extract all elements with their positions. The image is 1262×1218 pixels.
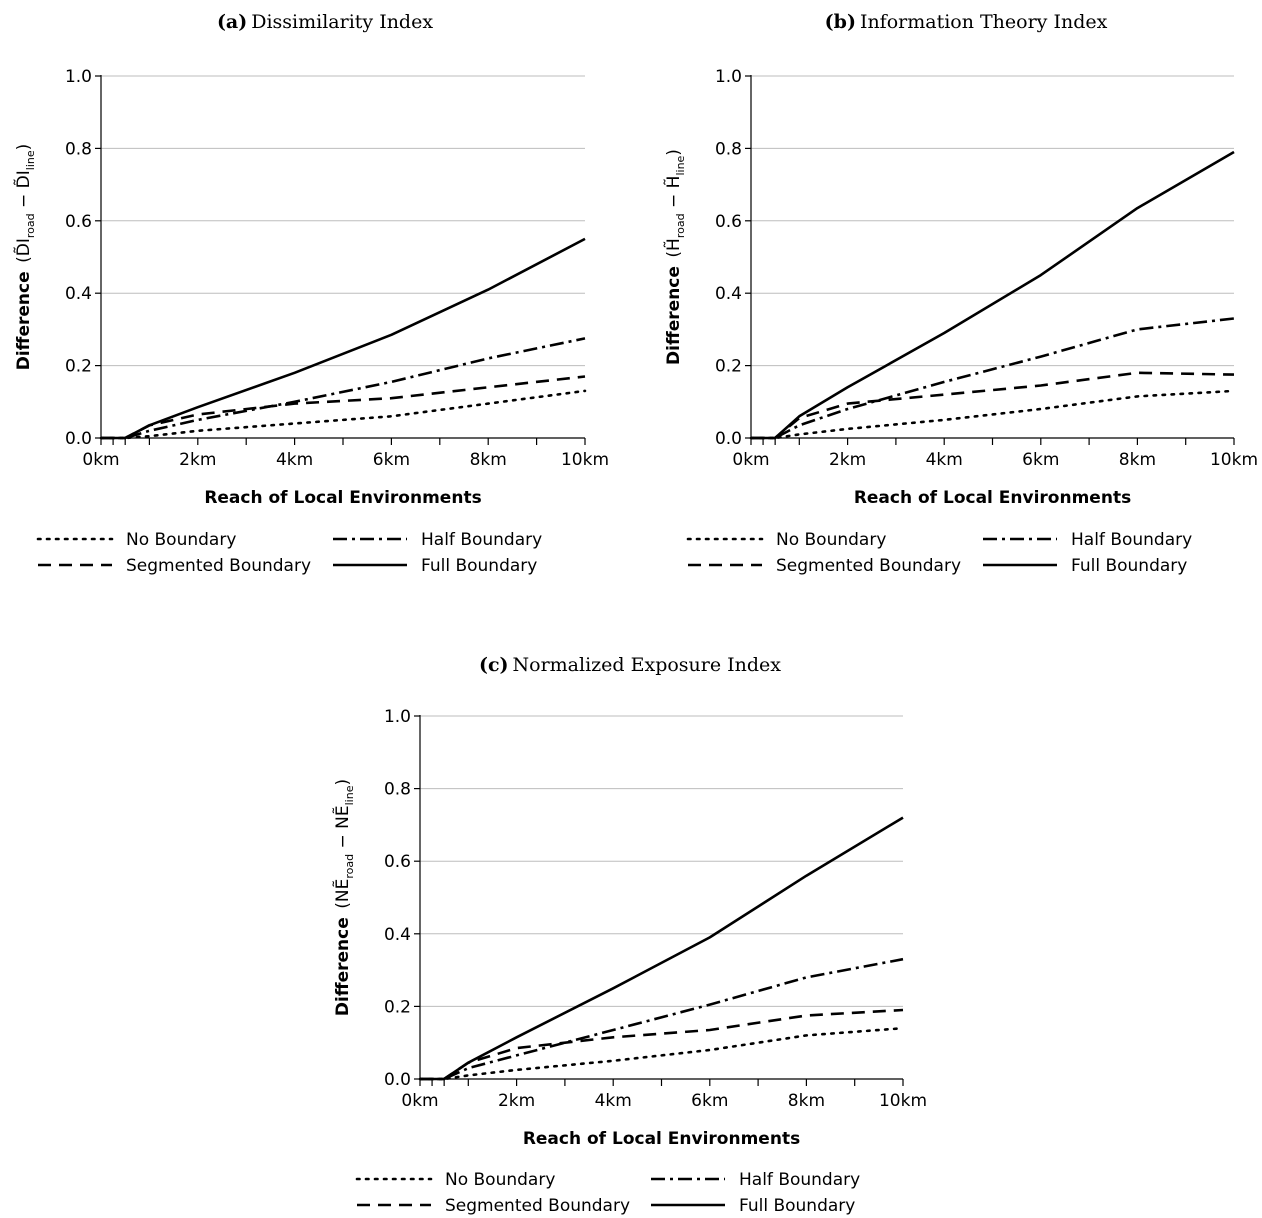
x-tick-label: 2km xyxy=(829,450,866,470)
chart-panel-a: (a) Dissimilarity Index 0.0 0.2 0.4 0.6 0.8 1.… xyxy=(13,11,609,576)
series-line-no-boundary xyxy=(418,1026,905,1081)
y-axis-label: Difference (NẼroad − NẼline) xyxy=(331,779,356,1016)
panel-label: (c) xyxy=(479,654,509,676)
x-tick-label: 6km xyxy=(691,1091,728,1111)
y-axis-sub-line: line xyxy=(24,150,37,170)
y-axis-sub-line: line xyxy=(674,155,687,175)
y-axis-symbol: D̃I xyxy=(13,238,34,256)
chart-panel-c: (c) Normalized Exposure Index 0.0 0.2 0.4 0.… xyxy=(331,654,927,1216)
y-axis-sub-line: line xyxy=(343,785,356,805)
series-line-half-boundary xyxy=(101,337,586,440)
x-tick-label: 8km xyxy=(1119,450,1156,470)
y-tick-label: 0.4 xyxy=(65,284,92,304)
x-tick-label: 4km xyxy=(926,450,963,470)
panel-label: (a) xyxy=(217,11,247,33)
legend-label: Segmented Boundary xyxy=(445,1196,630,1216)
legend-label: No Boundary xyxy=(776,530,886,550)
x-tick-label: 10km xyxy=(879,1091,927,1111)
x-tick-label: 8km xyxy=(788,1091,825,1111)
y-axis-symbol: H̃ xyxy=(663,238,684,251)
y-tick-label: 0.2 xyxy=(65,357,92,377)
series-line-half-boundary xyxy=(420,957,904,1081)
y-tick-label: 1.0 xyxy=(384,707,411,727)
y-axis-symbol: NẼ xyxy=(331,879,353,902)
legend-label: Full Boundary xyxy=(421,556,537,576)
legend-label: Full Boundary xyxy=(1071,556,1187,576)
legend-label: Segmented Boundary xyxy=(776,556,961,576)
y-tick-label: 0.2 xyxy=(715,357,742,377)
legend: No Boundary Half Boundary Segmented Bounda… xyxy=(36,530,542,576)
series-line-half-boundary xyxy=(751,317,1235,440)
y-axis-symbol: NẼ xyxy=(331,805,353,828)
legend-label: Half Boundary xyxy=(739,1170,860,1190)
x-tick-label: 10km xyxy=(1210,450,1258,470)
y-axis-label: Difference (D̃Iroad − D̃Iline) xyxy=(13,144,37,371)
y-tick-label: 0.8 xyxy=(384,780,411,800)
y-tick-label: 0.8 xyxy=(65,139,92,159)
panel-title: Normalized Exposure Index xyxy=(513,654,782,676)
y-tick-label: 0.4 xyxy=(715,284,742,304)
y-tick-label: 0.6 xyxy=(65,212,92,232)
series-line-segmented-boundary xyxy=(751,371,1235,440)
chart-title: (a) Dissimilarity Index xyxy=(217,11,433,33)
series-line-no-boundary xyxy=(749,389,1236,440)
x-axis-label: Reach of Local Environments xyxy=(854,488,1131,508)
legend-label: No Boundary xyxy=(445,1170,555,1190)
series-line-segmented-boundary xyxy=(420,1008,904,1081)
y-tick-label: 0.0 xyxy=(715,429,742,449)
y-tick-label: 0.4 xyxy=(384,925,411,945)
chart-title: (b) Information Theory Index xyxy=(825,11,1108,33)
legend-label: No Boundary xyxy=(126,530,236,550)
y-axis-sub-road: road xyxy=(343,854,356,879)
x-tick-label: 2km xyxy=(179,450,216,470)
legend-label: Half Boundary xyxy=(1071,530,1192,550)
y-axis-symbol: H̃ xyxy=(663,176,684,189)
y-axis-label-main: Difference xyxy=(14,271,34,370)
panel-title: Information Theory Index xyxy=(860,11,1108,33)
chart-panel-b: (b) Information Theory Index 0.0 0.2 0.4 0.6… xyxy=(663,11,1258,576)
legend: No Boundary Half Boundary Segmented Bounda… xyxy=(686,530,1192,576)
series-line-no-boundary xyxy=(99,389,587,440)
y-tick-label: 1.0 xyxy=(715,67,742,87)
x-tick-label: 4km xyxy=(595,1091,632,1111)
y-axis-sub-road: road xyxy=(674,213,687,238)
y-axis-symbol: D̃I xyxy=(13,170,34,188)
x-tick-label: 0km xyxy=(401,1091,438,1111)
y-axis-sub-road: road xyxy=(24,213,37,238)
x-tick-label: 4km xyxy=(276,450,313,470)
y-axis-label: Difference (H̃road − H̃line) xyxy=(663,149,687,365)
series-line-full-boundary xyxy=(751,150,1235,440)
x-axis-label: Reach of Local Environments xyxy=(523,1129,800,1149)
y-axis-label-main: Difference xyxy=(333,917,353,1016)
series-line-segmented-boundary xyxy=(101,375,586,440)
chart-title: (c) Normalized Exposure Index xyxy=(479,654,781,676)
y-tick-label: 0.8 xyxy=(715,139,742,159)
legend-label: Segmented Boundary xyxy=(126,556,311,576)
y-tick-label: 0.6 xyxy=(384,852,411,872)
x-tick-label: 8km xyxy=(470,450,507,470)
y-tick-label: 0.0 xyxy=(384,1070,411,1090)
x-tick-label: 6km xyxy=(1022,450,1059,470)
series-line-full-boundary xyxy=(420,816,904,1081)
series-line-full-boundary xyxy=(101,237,586,440)
x-tick-label: 6km xyxy=(373,450,410,470)
x-tick-label: 0km xyxy=(82,450,119,470)
legend: No Boundary Half Boundary Segmented Bounda… xyxy=(355,1170,860,1216)
y-tick-label: 1.0 xyxy=(65,67,92,87)
y-tick-label: 0.2 xyxy=(384,997,411,1017)
y-axis-label-main: Difference xyxy=(664,266,684,365)
panel-label: (b) xyxy=(825,11,856,33)
x-axis-label: Reach of Local Environments xyxy=(204,488,481,508)
x-tick-label: 0km xyxy=(732,450,769,470)
legend-label: Full Boundary xyxy=(739,1196,855,1216)
x-tick-label: 10km xyxy=(561,450,609,470)
x-tick-label: 2km xyxy=(498,1091,535,1111)
panel-title: Dissimilarity Index xyxy=(251,11,433,33)
y-tick-label: 0.6 xyxy=(715,212,742,232)
legend-label: Half Boundary xyxy=(421,530,542,550)
y-tick-label: 0.0 xyxy=(65,429,92,449)
